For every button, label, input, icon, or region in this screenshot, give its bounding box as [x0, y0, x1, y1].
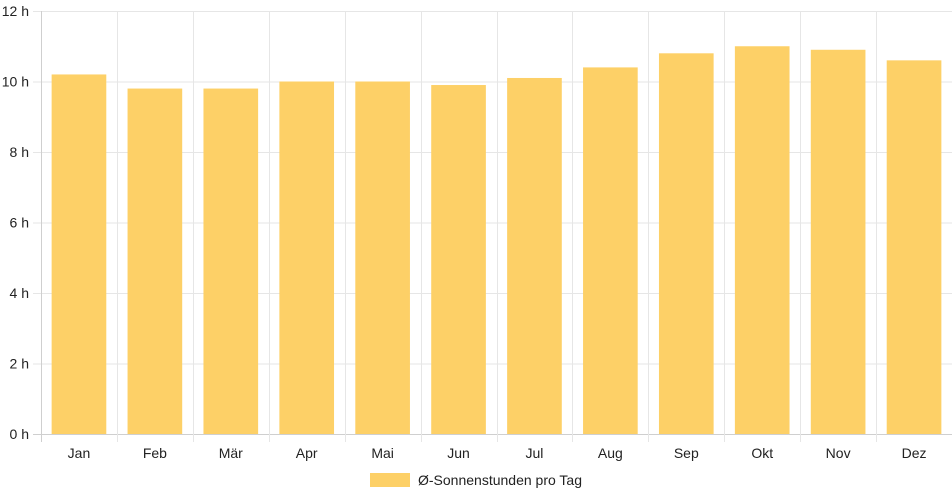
x-tick-label: Dez — [902, 445, 927, 461]
y-tick-label: 8 h — [10, 144, 29, 160]
bars — [51, 46, 942, 435]
bar — [203, 88, 259, 435]
legend-label: Ø-Sonnenstunden pro Tag — [418, 472, 582, 488]
y-tick-label: 0 h — [10, 426, 29, 442]
bar — [734, 46, 790, 434]
x-tick-label: Mär — [219, 445, 243, 461]
x-tick-label: Jun — [447, 445, 470, 461]
y-tick-label: 4 h — [10, 285, 29, 301]
y-tick-label: 10 h — [2, 74, 29, 90]
x-tick-label: Feb — [143, 445, 167, 461]
x-axis: Jan Feb Mär Apr Mai Jun Jul Aug Sep Okt Nov Dez — [68, 445, 927, 461]
bar — [279, 81, 335, 434]
bar — [583, 67, 638, 435]
y-tick-label: 2 h — [10, 356, 29, 372]
x-tick-label: Nov — [826, 445, 851, 461]
bar — [431, 85, 486, 435]
x-tick-label: Sep — [674, 445, 699, 461]
bar — [810, 49, 866, 435]
y-axis: 0 h 2 h 4 h 6 h 8 h 10 h 12 h — [2, 3, 29, 442]
x-tick-label: Jul — [526, 445, 544, 461]
x-tick-label: Okt — [751, 445, 773, 461]
bar — [127, 88, 183, 435]
bar — [355, 81, 410, 434]
grid-lines — [33, 11, 952, 442]
x-tick-label: Jan — [68, 445, 91, 461]
legend[interactable]: Ø-Sonnenstunden pro Tag — [0, 472, 952, 488]
bar — [507, 77, 562, 434]
y-tick-label: 6 h — [10, 215, 29, 231]
y-tick-label: 12 h — [2, 3, 29, 19]
x-tick-label: Apr — [296, 445, 318, 461]
bar — [658, 53, 714, 435]
x-tick-label: Mai — [371, 445, 394, 461]
legend-swatch — [370, 473, 410, 487]
bar — [51, 74, 107, 434]
bar — [886, 60, 942, 434]
x-tick-label: Aug — [598, 445, 623, 461]
